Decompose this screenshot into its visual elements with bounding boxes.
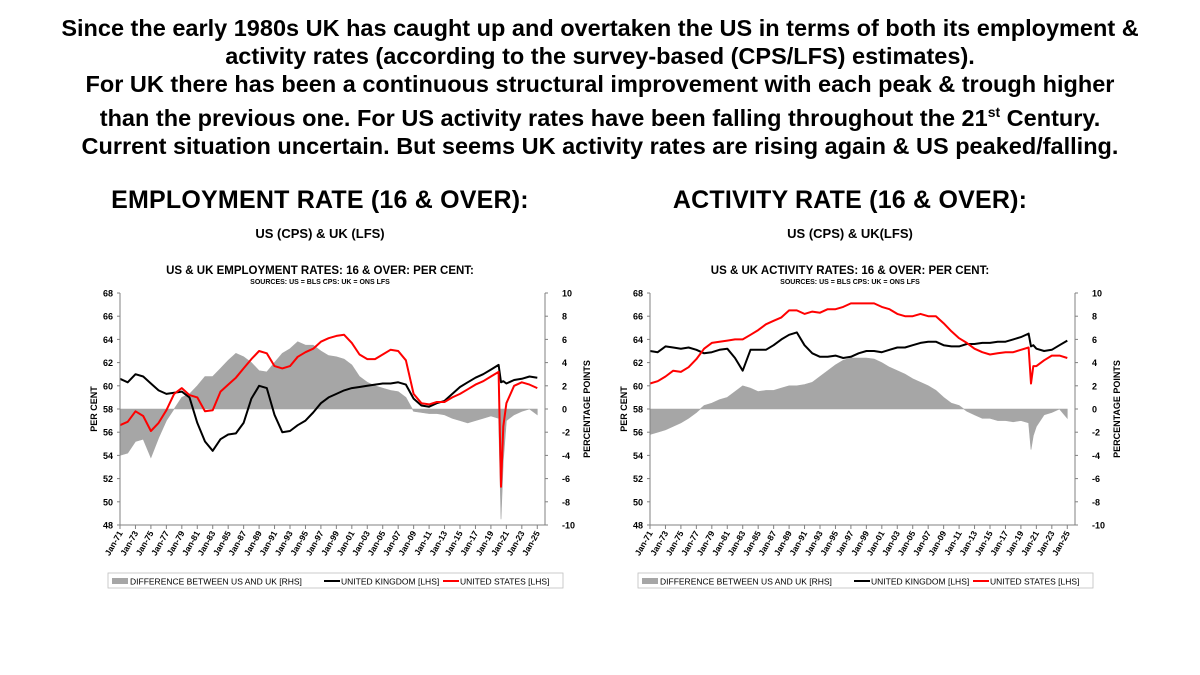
- y-tick-label: 64: [633, 335, 643, 345]
- headline-line-5: Current situation uncertain. But seems U…: [81, 132, 1119, 159]
- legend-label-uk: UNITED KINGDOM [LHS]: [871, 577, 969, 587]
- y2-tick-label: 8: [1092, 312, 1097, 322]
- y2-tick-label: 6: [562, 335, 567, 345]
- y-tick-label: 56: [633, 428, 643, 438]
- y-tick-label: 52: [633, 474, 643, 484]
- y2-tick-label: 2: [562, 381, 567, 391]
- difference-area: [119, 341, 538, 520]
- legend-swatch-difference: [642, 578, 658, 584]
- y-tick-label: 60: [103, 381, 113, 391]
- y2-tick-label: -8: [1092, 497, 1100, 507]
- employment-rate-chart: US & UK EMPLOYMENT RATES: 16 & OVER: PER…: [89, 265, 592, 589]
- y-tick-label: 62: [103, 358, 113, 368]
- difference-area: [649, 357, 1068, 450]
- headline-line-2: activity rates (according to the survey-…: [225, 43, 975, 69]
- y-tick-label: 68: [633, 289, 643, 299]
- y2-tick-label: -2: [1092, 428, 1100, 438]
- y-tick-label: 62: [633, 358, 643, 368]
- activity-panel: ACTIVITY RATE (16 & OVER): US (CPS) & UK…: [570, 180, 1130, 600]
- us-line: [119, 333, 538, 488]
- y-tick-label: 54: [103, 451, 113, 461]
- y-tick-label: 68: [103, 289, 113, 299]
- headline-line-4b: Century.: [1000, 104, 1101, 131]
- panel-subtitle: US (CPS) & UK(LFS): [787, 226, 913, 241]
- chart-title: US & UK ACTIVITY RATES: 16 & OVER: PER C…: [711, 265, 989, 277]
- y-tick-label: 58: [633, 405, 643, 415]
- y-tick-label: 64: [103, 335, 113, 345]
- legend-label-difference: DIFFERENCE BETWEEN US AND UK [RHS]: [660, 577, 832, 587]
- headline-line-3: For UK there has been a continuous struc…: [85, 71, 1115, 97]
- panel-title: EMPLOYMENT RATE (16 & OVER):: [111, 186, 529, 214]
- y2-tick-label: -4: [1092, 451, 1100, 461]
- y2-tick-label: 4: [562, 358, 567, 368]
- panel-subtitle: US (CPS) & UK (LFS): [255, 226, 385, 241]
- y2-tick-label: -6: [562, 474, 570, 484]
- y-tick-label: 56: [103, 428, 113, 438]
- y-axis-label: PER CENT: [89, 386, 99, 432]
- chart-title: US & UK EMPLOYMENT RATES: 16 & OVER: PER…: [166, 265, 474, 277]
- y2-tick-label: -6: [1092, 474, 1100, 484]
- y2-tick-label: 4: [1092, 358, 1097, 368]
- headline-line-1: Since the early 1980s UK has caught up a…: [61, 15, 1139, 41]
- y2-tick-label: 0: [562, 405, 567, 415]
- headline-line-4: than the previous one. For US activity r…: [0, 98, 1200, 132]
- y2-tick-label: 10: [1092, 289, 1102, 299]
- y2-axis-label: PERCENTAGE POINTS: [582, 360, 592, 458]
- headline-line-4a: than the previous one. For US activity r…: [99, 104, 988, 131]
- y2-tick-label: -10: [562, 521, 575, 531]
- legend-label-difference: DIFFERENCE BETWEEN US AND UK [RHS]: [130, 577, 302, 587]
- chart-subtitle: SOURCES: US = BLS CPS: UK = ONS LFS: [250, 279, 390, 286]
- activity-rate-chart: US & UK ACTIVITY RATES: 16 & OVER: PER C…: [619, 265, 1122, 589]
- y-tick-label: 52: [103, 474, 113, 484]
- uk-line: [649, 331, 1068, 372]
- panel-title: ACTIVITY RATE (16 & OVER):: [672, 186, 1028, 214]
- us-line: [649, 302, 1068, 385]
- y-tick-label: 48: [103, 521, 113, 531]
- y2-tick-label: -4: [562, 451, 570, 461]
- chart-subtitle: SOURCES: US = BLS CPS: UK = ONS LFS: [780, 279, 920, 286]
- headline: Since the early 1980s UK has caught up a…: [0, 14, 1200, 160]
- headline-line-4-superscript: st: [987, 104, 1001, 120]
- legend-label-us: UNITED STATES [LHS]: [990, 577, 1079, 587]
- y2-tick-label: 10: [562, 289, 572, 299]
- legend-swatch-difference: [112, 578, 128, 584]
- y-tick-label: 66: [633, 312, 643, 322]
- y-tick-label: 60: [633, 381, 643, 391]
- y-tick-label: 54: [633, 451, 643, 461]
- y2-tick-label: 2: [1092, 381, 1097, 391]
- y-tick-label: 50: [103, 497, 113, 507]
- y-tick-label: 66: [103, 312, 113, 322]
- legend-label-us: UNITED STATES [LHS]: [460, 577, 549, 587]
- legend-label-uk: UNITED KINGDOM [LHS]: [341, 577, 439, 587]
- y2-axis-label: PERCENTAGE POINTS: [1112, 360, 1122, 458]
- y2-tick-label: 0: [1092, 405, 1097, 415]
- uk-line: [119, 363, 538, 452]
- y-tick-label: 58: [103, 405, 113, 415]
- y-tick-label: 50: [633, 497, 643, 507]
- employment-panel: EMPLOYMENT RATE (16 & OVER): US (CPS) & …: [40, 180, 600, 600]
- y-axis-label: PER CENT: [619, 386, 629, 432]
- y-tick-label: 48: [633, 521, 643, 531]
- y2-tick-label: -10: [1092, 521, 1105, 531]
- y2-tick-label: -2: [562, 428, 570, 438]
- y2-tick-label: 8: [562, 312, 567, 322]
- y2-tick-label: -8: [562, 497, 570, 507]
- y2-tick-label: 6: [1092, 335, 1097, 345]
